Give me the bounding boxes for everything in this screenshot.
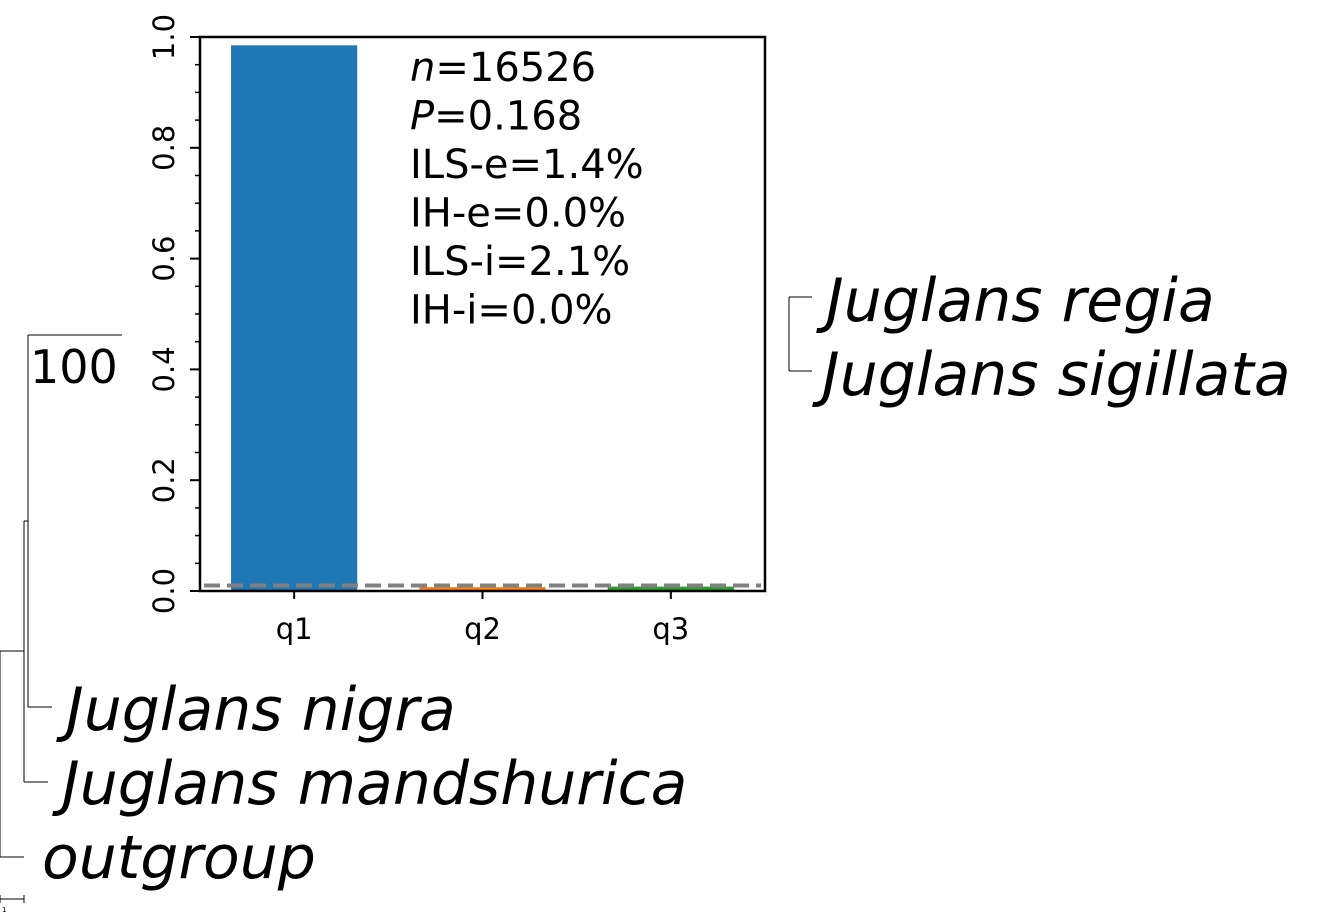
y-axis: 0.0 0.2 0.4 0.6 0.8 1.0 [147, 14, 200, 614]
stat-line: n=16526 [410, 45, 596, 91]
y-tick-label: 1.0 [147, 14, 181, 60]
y-tick-label: 0.6 [147, 236, 181, 282]
tree-taxon-mandshurica: Juglans mandshurica [52, 749, 687, 819]
scale-bar [0, 895, 25, 903]
tree-taxon-outgroup: outgroup [42, 823, 316, 893]
stat-line: IH-e=0.0% [410, 191, 626, 237]
tree-support-label: 100 [30, 340, 118, 394]
stats-annotation: n=16526P=0.168ILS-e=1.4%IH-e=0.0%ILS-i=2… [410, 45, 644, 334]
y-tick-label: 0.8 [147, 125, 181, 171]
tree-taxon-regia: Juglans regia [816, 266, 1215, 336]
y-tick-label: 0.2 [147, 457, 181, 503]
x-tick-label: q3 [652, 612, 689, 646]
bar-q1 [231, 45, 358, 592]
y-tick-label: 0.4 [147, 346, 181, 392]
scale-label: 1 [2, 906, 6, 914]
bar-q2 [419, 587, 546, 591]
x-tick-label: q2 [464, 612, 501, 646]
stat-line: IH-i=0.0% [410, 288, 613, 334]
bar-q3 [607, 586, 734, 591]
x-axis: q1 q2 q3 [276, 591, 689, 646]
stat-line: P=0.168 [410, 94, 582, 140]
bars-layer [231, 45, 734, 592]
tree-taxon-nigra: Juglans nigra [56, 675, 456, 745]
x-tick-label: q1 [276, 612, 313, 646]
tree [0, 296, 812, 903]
stat-line: ILS-i=2.1% [410, 239, 630, 285]
y-tick-label: 0.0 [147, 568, 181, 614]
stat-line: ILS-e=1.4% [410, 142, 644, 188]
tree-taxon-sigillata: Juglans sigillata [812, 340, 1291, 410]
